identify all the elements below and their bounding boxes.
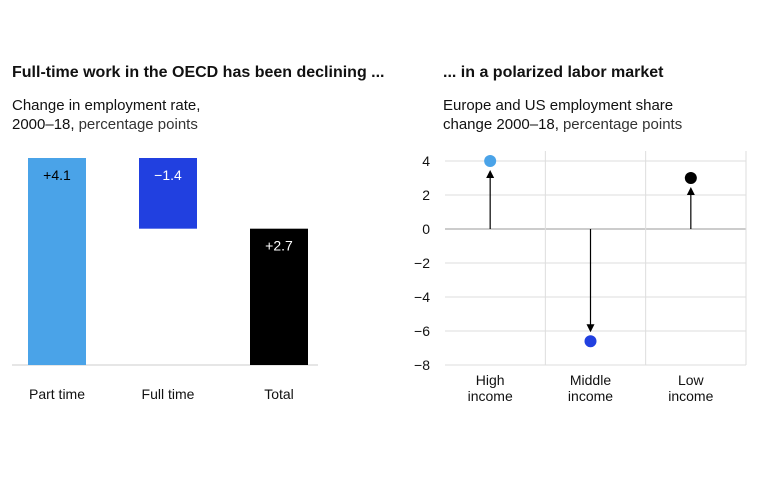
x-tick-label: Middle	[570, 372, 611, 388]
value-label: +2.7	[265, 238, 293, 254]
arrow-head	[486, 170, 495, 178]
y-tick-label: 2	[422, 187, 430, 203]
x-tick-label: Full time	[142, 386, 195, 402]
value-label: +4.1	[43, 167, 71, 183]
y-tick-label: −4	[414, 289, 430, 305]
x-tick-label: High	[476, 372, 505, 388]
x-tick-label: income	[568, 388, 613, 404]
y-tick-label: 4	[422, 153, 430, 169]
subtitle: 2000–18,	[12, 116, 75, 133]
dot	[684, 172, 697, 184]
subtitle: Europe and US employment share	[443, 97, 673, 114]
y-tick-label: −6	[414, 323, 430, 339]
y-tick-label: −2	[414, 255, 430, 271]
subtitle: change 2000–18,	[443, 116, 559, 133]
dot	[484, 155, 497, 167]
bar	[250, 228, 308, 365]
unit: percentage points	[563, 116, 682, 133]
y-tick-label: −8	[414, 357, 430, 373]
y-tick-label: 0	[422, 221, 430, 237]
subtitle: Change in employment rate,	[12, 97, 200, 114]
chart-title: Full-time work in the OECD has been decl…	[12, 64, 385, 81]
x-tick-label: Low	[678, 372, 705, 388]
x-tick-label: income	[468, 388, 513, 404]
arrow-head	[686, 187, 695, 195]
x-tick-label: Part time	[29, 386, 85, 402]
bar	[28, 158, 86, 365]
bar	[139, 158, 197, 229]
value-label: −1.4	[154, 167, 182, 183]
x-tick-label: income	[668, 388, 713, 404]
unit: percentage points	[79, 116, 198, 133]
x-tick-label: Total	[264, 386, 294, 402]
arrow-head	[586, 324, 595, 333]
dot	[584, 335, 597, 348]
chart-title: ... in a polarized labor market	[443, 64, 664, 81]
